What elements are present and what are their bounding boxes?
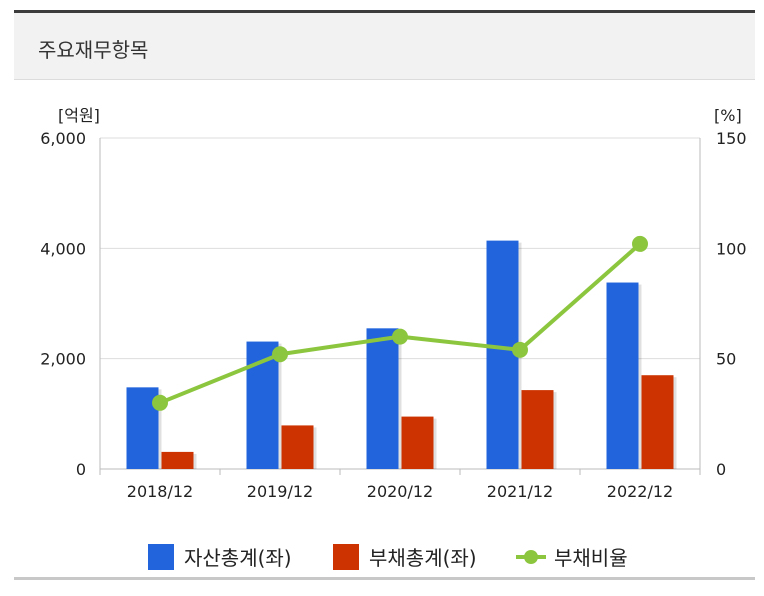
panel-top-border [14, 10, 755, 13]
category-label: 2020/12 [367, 482, 433, 501]
left-axis-unit: [억원] [58, 106, 100, 125]
legend-label: 부채총계(좌) [369, 546, 477, 570]
right-tick-label: 0 [716, 460, 726, 479]
bar-series [126, 240, 677, 469]
liability-bar [401, 416, 434, 469]
left-tick-label: 0 [76, 460, 86, 479]
panel-title: 주요재무항목 [38, 38, 149, 62]
debt-ratio-point [152, 394, 168, 411]
category-labels: 2018/12 2019/12 2020/12 2021/12 2022/12 [127, 482, 673, 501]
legend-liability-swatch [333, 544, 359, 570]
category-label: 2022/12 [607, 482, 673, 501]
liability-bar [281, 425, 314, 469]
category-label: 2018/12 [127, 482, 193, 501]
debt-ratio-point [392, 328, 408, 345]
debt-ratio-point [272, 346, 288, 363]
panel-bottom-border [14, 577, 755, 580]
asset-bar [606, 282, 639, 469]
right-axis-unit: [%] [714, 106, 742, 125]
right-tick-label: 150 [716, 129, 747, 148]
right-tick-label: 100 [716, 239, 747, 258]
left-tick-label: 2,000 [40, 350, 86, 369]
legend-asset-swatch [148, 544, 174, 570]
right-tick-label: 50 [716, 350, 736, 369]
left-axis-ticks: 0 2,000 4,000 6,000 [40, 129, 86, 479]
liability-bar [161, 451, 194, 469]
panel-header: 주요재무항목 [14, 13, 755, 80]
debt-ratio-point [512, 341, 528, 358]
chart-grid [100, 137, 700, 360]
liability-bar [641, 375, 674, 469]
right-axis-ticks: 0 50 100 150 [716, 129, 747, 479]
legend-label: 자산총계(좌) [184, 546, 292, 570]
category-label: 2019/12 [247, 482, 313, 501]
debt-ratio-point [632, 235, 648, 252]
asset-bar [486, 240, 519, 469]
chart-axes [99, 138, 701, 475]
left-tick-label: 4,000 [40, 239, 86, 258]
liability-bar [521, 390, 554, 469]
left-tick-label: 6,000 [40, 129, 86, 148]
line-series [152, 235, 648, 411]
legend: 자산총계(좌) 부채총계(좌) 부채비율 [148, 544, 628, 570]
legend-line-marker [524, 550, 538, 564]
legend-label: 부채비율 [554, 546, 628, 570]
asset-bar [366, 328, 399, 469]
category-label: 2021/12 [487, 482, 553, 501]
